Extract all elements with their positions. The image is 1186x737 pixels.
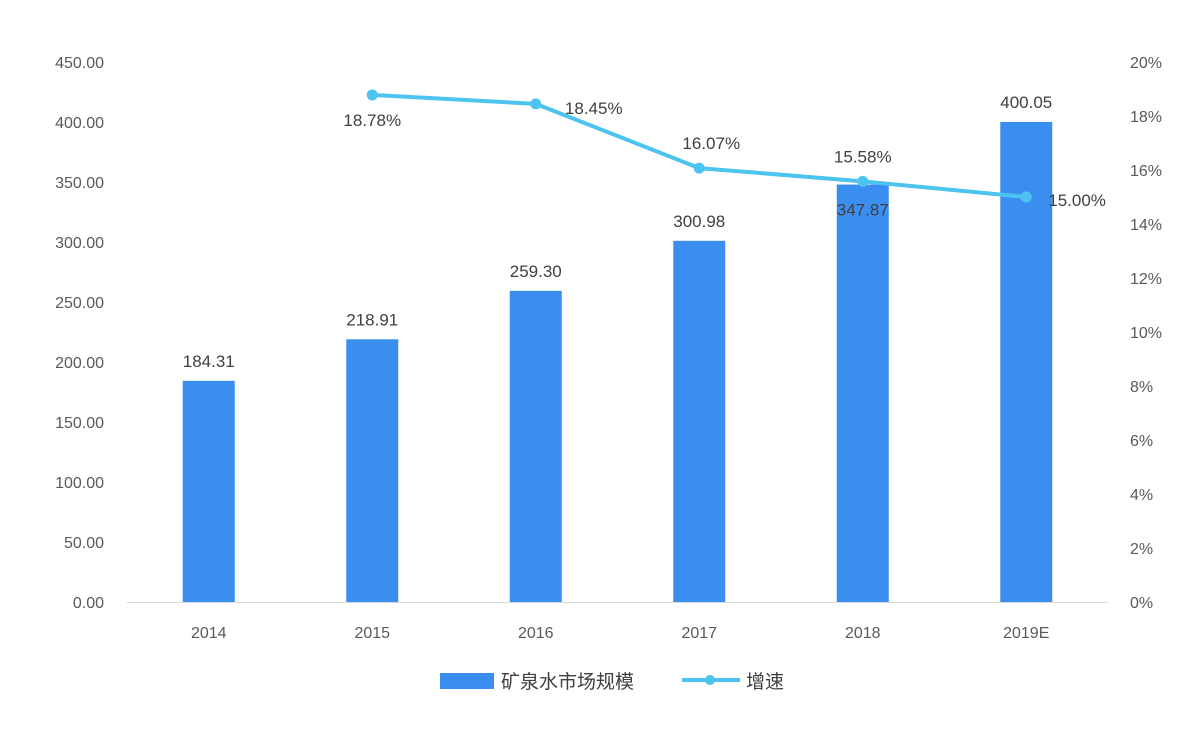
y-right-tick-label: 6%: [1130, 433, 1153, 450]
legend: 矿泉水市场规模 增速: [440, 671, 784, 693]
axes-layer: 0.00 50.00 100.00 150.00 200.00 250.00 300.00 3…: [55, 55, 1162, 642]
y-left-tick-label: 300.00: [55, 235, 104, 252]
y-left-tick-label: 50.00: [64, 535, 104, 552]
x-tick-label: 2019E: [1003, 625, 1049, 642]
y-right-tick-label: 10%: [1130, 325, 1162, 342]
growth-value-label: 15.00%: [1048, 191, 1106, 210]
y-left-tick-label: 450.00: [55, 55, 104, 72]
growth-value-label: 16.07%: [682, 134, 740, 153]
growth-value-label: 18.45%: [565, 99, 623, 118]
bar-value-label: 184.31: [183, 352, 235, 371]
y-right-tick-label: 16%: [1130, 163, 1162, 180]
y-left-tick-label: 200.00: [55, 355, 104, 372]
growth-line-layer: [366, 89, 1032, 203]
legend-swatch-bar: [440, 673, 494, 689]
y-left-tick-label: 250.00: [55, 295, 104, 312]
legend-swatch-marker: [705, 675, 715, 685]
bar-value-label: 218.91: [346, 310, 398, 329]
growth-point: [530, 98, 542, 110]
growth-point: [857, 175, 869, 187]
y-left-tick-label: 0.00: [73, 595, 104, 612]
y-left-tick-label: 150.00: [55, 415, 104, 432]
y-left-tick-label: 400.00: [55, 115, 104, 132]
y-left-tick-label: 100.00: [55, 475, 104, 492]
growth-point: [693, 162, 705, 174]
bar-market-size: [182, 380, 235, 602]
bar-market-size: [836, 184, 889, 602]
growth-point: [1020, 191, 1032, 203]
x-tick-label: 2016: [518, 625, 554, 642]
y-right-tick-label: 0%: [1130, 595, 1153, 612]
growth-point: [366, 89, 378, 101]
bar-market-size: [509, 290, 562, 602]
y-right-tick-label: 14%: [1130, 217, 1162, 234]
growth-value-label: 15.58%: [834, 147, 892, 166]
y-right-tick-label: 20%: [1130, 55, 1162, 72]
x-tick-label: 2017: [681, 625, 717, 642]
bar-value-label: 300.98: [673, 212, 725, 231]
bar-value-label: 400.05: [1000, 93, 1052, 112]
bar-market-size: [673, 240, 726, 602]
growth-value-label: 18.78%: [343, 111, 401, 130]
data-labels-layer: 184.31 218.91 259.30 300.98 347.87 400.05 18.7…: [183, 93, 1106, 371]
bars-layer: [182, 121, 1053, 602]
y-right-tick-label: 18%: [1130, 109, 1162, 126]
bar-value-label: 347.87: [837, 201, 889, 220]
y-right-tick-label: 8%: [1130, 379, 1153, 396]
x-tick-label: 2014: [191, 625, 227, 642]
legend-label-market-size: 矿泉水市场规模: [501, 671, 634, 693]
y-right-tick-label: 2%: [1130, 541, 1153, 558]
bar-market-size: [346, 339, 399, 602]
y-right-tick-label: 12%: [1130, 271, 1162, 288]
bar-value-label: 259.30: [510, 262, 562, 281]
y-right-tick-label: 4%: [1130, 487, 1153, 504]
y-left-tick-label: 350.00: [55, 175, 104, 192]
x-tick-label: 2015: [354, 625, 390, 642]
legend-label-growth: 增速: [746, 671, 784, 693]
x-tick-label: 2018: [845, 625, 881, 642]
